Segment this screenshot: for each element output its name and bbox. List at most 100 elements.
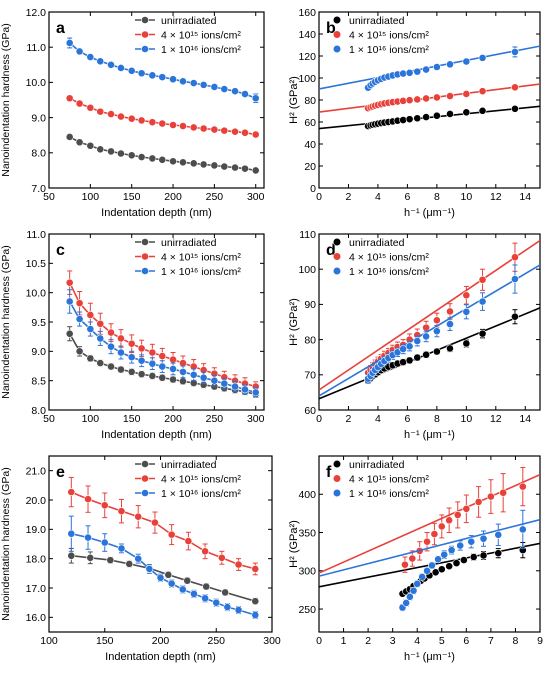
data-point	[405, 68, 414, 77]
x-tick-label: 200	[152, 635, 170, 647]
data-point	[117, 64, 125, 72]
data-point	[422, 350, 431, 359]
data-point	[158, 119, 167, 128]
data-point	[445, 562, 454, 571]
data-point	[422, 65, 431, 74]
y-tick-label: 80	[304, 334, 316, 346]
data-point	[445, 516, 454, 525]
data-point	[145, 565, 154, 573]
data-point	[137, 356, 146, 365]
data-point	[190, 589, 198, 598]
y-tick-label: 21.0	[26, 465, 47, 477]
data-point	[518, 525, 527, 534]
data-point	[446, 344, 454, 353]
x-tick-label: 3	[390, 635, 396, 647]
y-tick-label: 10.0	[26, 287, 47, 299]
legend-label: 1 × 10¹⁶ ions/cm²	[349, 266, 429, 278]
data-point	[210, 376, 219, 385]
data-point	[405, 592, 414, 601]
data-point	[422, 113, 431, 121]
data-point	[179, 158, 187, 167]
data-point	[75, 347, 84, 356]
series-1	[65, 133, 260, 175]
data-point	[405, 342, 414, 351]
data-point	[169, 355, 177, 364]
data-point	[251, 166, 260, 175]
data-point	[511, 253, 519, 262]
data-point	[432, 93, 441, 102]
plot-area	[65, 37, 260, 175]
y-tick-label: 17.0	[26, 583, 47, 595]
data-point	[96, 359, 105, 367]
data-point	[401, 560, 409, 569]
x-tick-label: 12	[490, 413, 502, 425]
y-tick-label: 9.5	[31, 317, 46, 329]
data-point	[462, 57, 471, 66]
data-point	[158, 73, 167, 82]
data-point	[437, 565, 446, 574]
data-point	[413, 67, 422, 76]
data-point	[430, 530, 439, 538]
y-tick-label: 11.0	[26, 229, 46, 241]
y-axis-label: Nanoindentation hardness (GPa)	[0, 245, 12, 399]
data-point	[486, 492, 495, 501]
legend: unirradiated 4 × 10¹⁵ ions/cm² 1 × 10¹⁶ io…	[332, 459, 429, 500]
data-point	[75, 315, 84, 323]
data-point	[86, 553, 95, 562]
data-point	[418, 573, 427, 581]
data-point	[234, 606, 243, 614]
y-tick-label: 16.0	[26, 612, 47, 624]
y-axis-label: H² (GPa²)	[288, 298, 300, 346]
legend-marker	[332, 459, 342, 469]
panel-letter: a	[56, 20, 65, 37]
series-2	[65, 270, 260, 392]
data-point	[251, 597, 260, 606]
plot-frame	[318, 233, 541, 411]
data-point	[462, 339, 471, 348]
panel-letter: e	[56, 464, 65, 481]
data-point	[65, 297, 74, 306]
data-point	[478, 106, 487, 115]
legend-label: 4 × 10¹⁵ ions/cm²	[161, 30, 241, 42]
plot-area	[319, 466, 540, 612]
data-point	[86, 141, 95, 150]
data-point	[221, 588, 230, 597]
data-point	[409, 586, 418, 595]
data-point	[478, 275, 487, 284]
y-tick-label: 10.0	[26, 77, 47, 89]
y-tick-label: 350	[298, 527, 316, 539]
data-point	[432, 111, 441, 120]
x-tick-label: 9	[537, 635, 543, 647]
data-point	[167, 579, 176, 588]
data-point	[432, 63, 441, 71]
data-point	[413, 353, 422, 362]
data-point	[169, 365, 177, 373]
x-tick-label: 10	[460, 191, 472, 203]
series-line	[71, 532, 256, 616]
data-point	[440, 550, 449, 559]
data-point	[201, 594, 209, 603]
data-point	[405, 96, 414, 105]
y-tick-label: 90	[304, 299, 316, 311]
x-tick-label: 8	[434, 191, 440, 203]
data-point	[231, 163, 239, 172]
x-tick-label: 200	[164, 413, 182, 425]
data-point	[201, 547, 209, 556]
fit-line	[319, 518, 540, 577]
data-point	[446, 307, 454, 316]
x-tick-label: 100	[40, 635, 58, 647]
panel-d: 0 2 4 6 8 10 12 14 60 70 80 90 100 110 h⁻¹ (μm⁻¹) H² (G…	[288, 229, 541, 441]
data-point	[169, 121, 177, 129]
legend-label: unirradiated	[349, 459, 405, 471]
x-axis-label: h⁻¹ (μm⁻¹)	[404, 429, 455, 441]
panel-letter: c	[56, 242, 65, 259]
y-tick-label: 10.5	[26, 258, 47, 270]
legend-marker	[141, 474, 149, 483]
data-point	[134, 512, 143, 521]
legend: unirradiated 4 × 10¹⁵ ions/cm² 1 × 10¹⁶ io…	[135, 459, 241, 500]
data-point	[178, 585, 187, 594]
data-point	[96, 334, 105, 343]
y-axis-label: H² (GPa²)	[288, 520, 300, 568]
panel-c: 50 100 150 200 250 300 8.0 8.5 9.0 9.5 10.0 10.5 11.…	[0, 229, 265, 441]
y-tick-label: 60	[304, 117, 316, 129]
